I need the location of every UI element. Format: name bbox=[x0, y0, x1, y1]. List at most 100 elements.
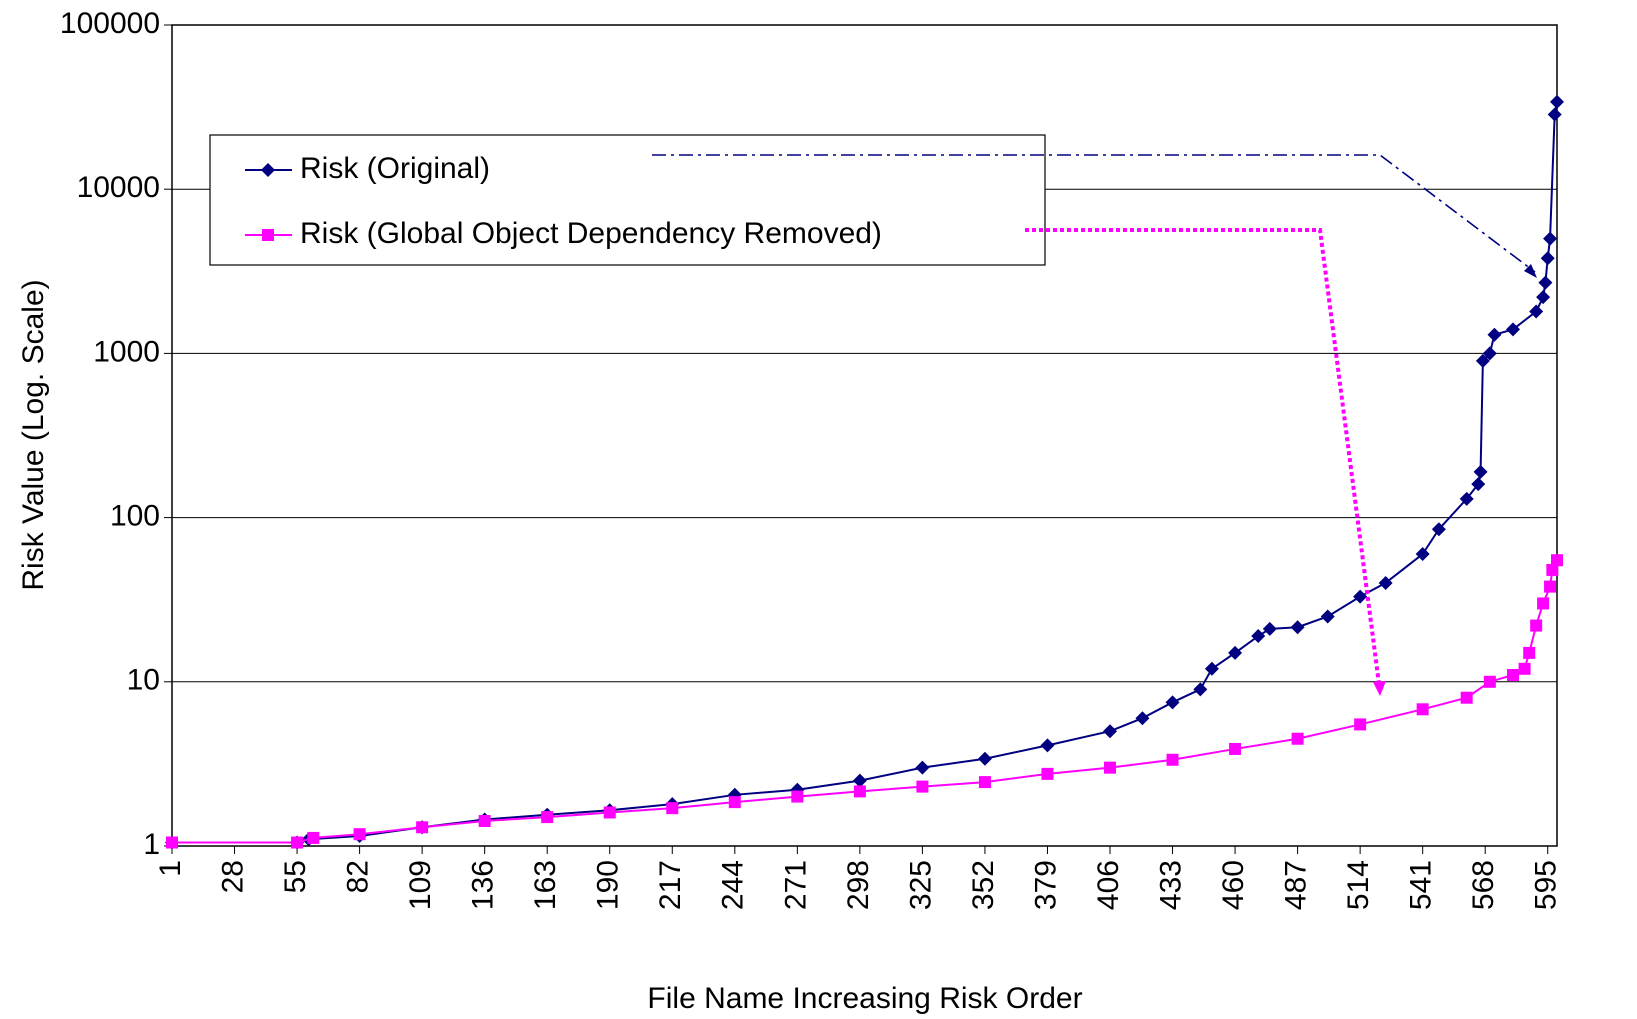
annotation-arrow bbox=[652, 154, 1536, 273]
marker bbox=[1551, 554, 1563, 567]
marker bbox=[1530, 619, 1543, 632]
arrow-head bbox=[1373, 681, 1386, 696]
marker bbox=[1546, 563, 1559, 576]
marker bbox=[1353, 589, 1368, 604]
y-axis-label: Risk Value (Log. Scale) bbox=[17, 279, 50, 590]
marker bbox=[1540, 251, 1555, 266]
y-tick-label: 10000 bbox=[77, 171, 160, 204]
x-tick-label: 406 bbox=[1092, 860, 1125, 910]
marker bbox=[1475, 353, 1490, 368]
y-tick-label: 1 bbox=[143, 828, 160, 861]
x-tick-label: 298 bbox=[842, 860, 875, 910]
marker bbox=[1166, 753, 1179, 766]
marker bbox=[1459, 491, 1474, 506]
marker bbox=[1251, 629, 1266, 644]
x-tick-label: 325 bbox=[904, 860, 937, 910]
x-tick-label: 217 bbox=[654, 860, 687, 910]
marker bbox=[262, 229, 274, 241]
marker bbox=[1103, 724, 1118, 739]
marker bbox=[1320, 609, 1335, 624]
marker bbox=[603, 806, 616, 819]
marker bbox=[1262, 621, 1277, 636]
marker bbox=[1487, 327, 1502, 342]
x-tick-label: 541 bbox=[1405, 860, 1438, 910]
marker bbox=[1547, 107, 1562, 122]
y-tick-label: 1000 bbox=[93, 335, 160, 368]
marker bbox=[1473, 464, 1488, 479]
x-tick-label: 514 bbox=[1342, 860, 1375, 910]
x-tick-label: 190 bbox=[592, 860, 625, 910]
marker bbox=[478, 814, 491, 827]
marker bbox=[852, 773, 867, 788]
marker bbox=[1354, 718, 1367, 731]
marker bbox=[1536, 290, 1551, 305]
marker bbox=[1538, 275, 1553, 290]
marker bbox=[728, 796, 741, 809]
x-tick-label: 55 bbox=[279, 860, 312, 893]
marker bbox=[1471, 477, 1486, 492]
marker bbox=[1040, 738, 1055, 753]
marker bbox=[853, 785, 866, 798]
marker bbox=[1104, 761, 1117, 774]
x-axis-label: File Name Increasing Risk Order bbox=[647, 982, 1082, 1015]
marker bbox=[791, 790, 804, 803]
y-tick-label: 100 bbox=[110, 500, 160, 533]
marker bbox=[1543, 231, 1558, 246]
marker bbox=[1378, 575, 1393, 590]
x-tick-label: 109 bbox=[404, 860, 437, 910]
marker bbox=[1431, 522, 1446, 537]
marker bbox=[1193, 682, 1208, 697]
marker bbox=[291, 836, 304, 849]
marker bbox=[1229, 742, 1242, 755]
x-tick-label: 595 bbox=[1530, 860, 1563, 910]
marker bbox=[1041, 767, 1054, 780]
marker bbox=[1135, 711, 1150, 726]
marker bbox=[416, 821, 429, 834]
legend-box bbox=[209, 134, 1046, 266]
marker bbox=[1505, 322, 1520, 337]
x-tick-label: 271 bbox=[779, 860, 812, 910]
marker bbox=[261, 163, 275, 177]
arrow-head bbox=[1524, 264, 1537, 278]
marker bbox=[1529, 304, 1544, 319]
marker bbox=[1204, 661, 1219, 676]
y-tick-label: 10 bbox=[127, 664, 160, 697]
legend-label: Risk (Global Object Dependency Removed) bbox=[300, 217, 882, 250]
x-tick-label: 568 bbox=[1467, 860, 1500, 910]
x-tick-label: 136 bbox=[467, 860, 500, 910]
x-tick-label: 28 bbox=[216, 860, 249, 893]
marker bbox=[1291, 732, 1304, 745]
x-tick-label: 460 bbox=[1217, 860, 1250, 910]
x-tick-label: 433 bbox=[1154, 860, 1187, 910]
marker bbox=[977, 751, 992, 766]
marker bbox=[1550, 94, 1564, 109]
marker bbox=[1290, 620, 1305, 635]
x-tick-label: 352 bbox=[967, 860, 1000, 910]
marker bbox=[666, 802, 679, 815]
marker bbox=[978, 776, 991, 789]
marker bbox=[541, 811, 554, 824]
marker bbox=[1165, 695, 1180, 710]
marker bbox=[1518, 662, 1531, 675]
marker bbox=[1537, 597, 1550, 610]
marker bbox=[307, 831, 320, 844]
marker bbox=[915, 760, 930, 775]
marker bbox=[166, 836, 178, 849]
marker bbox=[1506, 669, 1519, 682]
y-tick-label: 100000 bbox=[60, 7, 160, 40]
marker bbox=[1460, 691, 1473, 704]
legend-label: Risk (Original) bbox=[300, 152, 490, 185]
marker bbox=[1523, 646, 1536, 659]
x-tick-label: 487 bbox=[1280, 860, 1313, 910]
marker bbox=[1228, 645, 1243, 660]
x-tick-label: 1 bbox=[154, 860, 187, 877]
marker bbox=[1416, 703, 1429, 716]
annotation-arrow bbox=[1025, 228, 1381, 685]
marker bbox=[916, 780, 929, 793]
marker bbox=[1482, 346, 1497, 361]
marker bbox=[353, 828, 366, 841]
x-tick-label: 244 bbox=[717, 860, 750, 910]
x-tick-label: 82 bbox=[342, 860, 375, 893]
